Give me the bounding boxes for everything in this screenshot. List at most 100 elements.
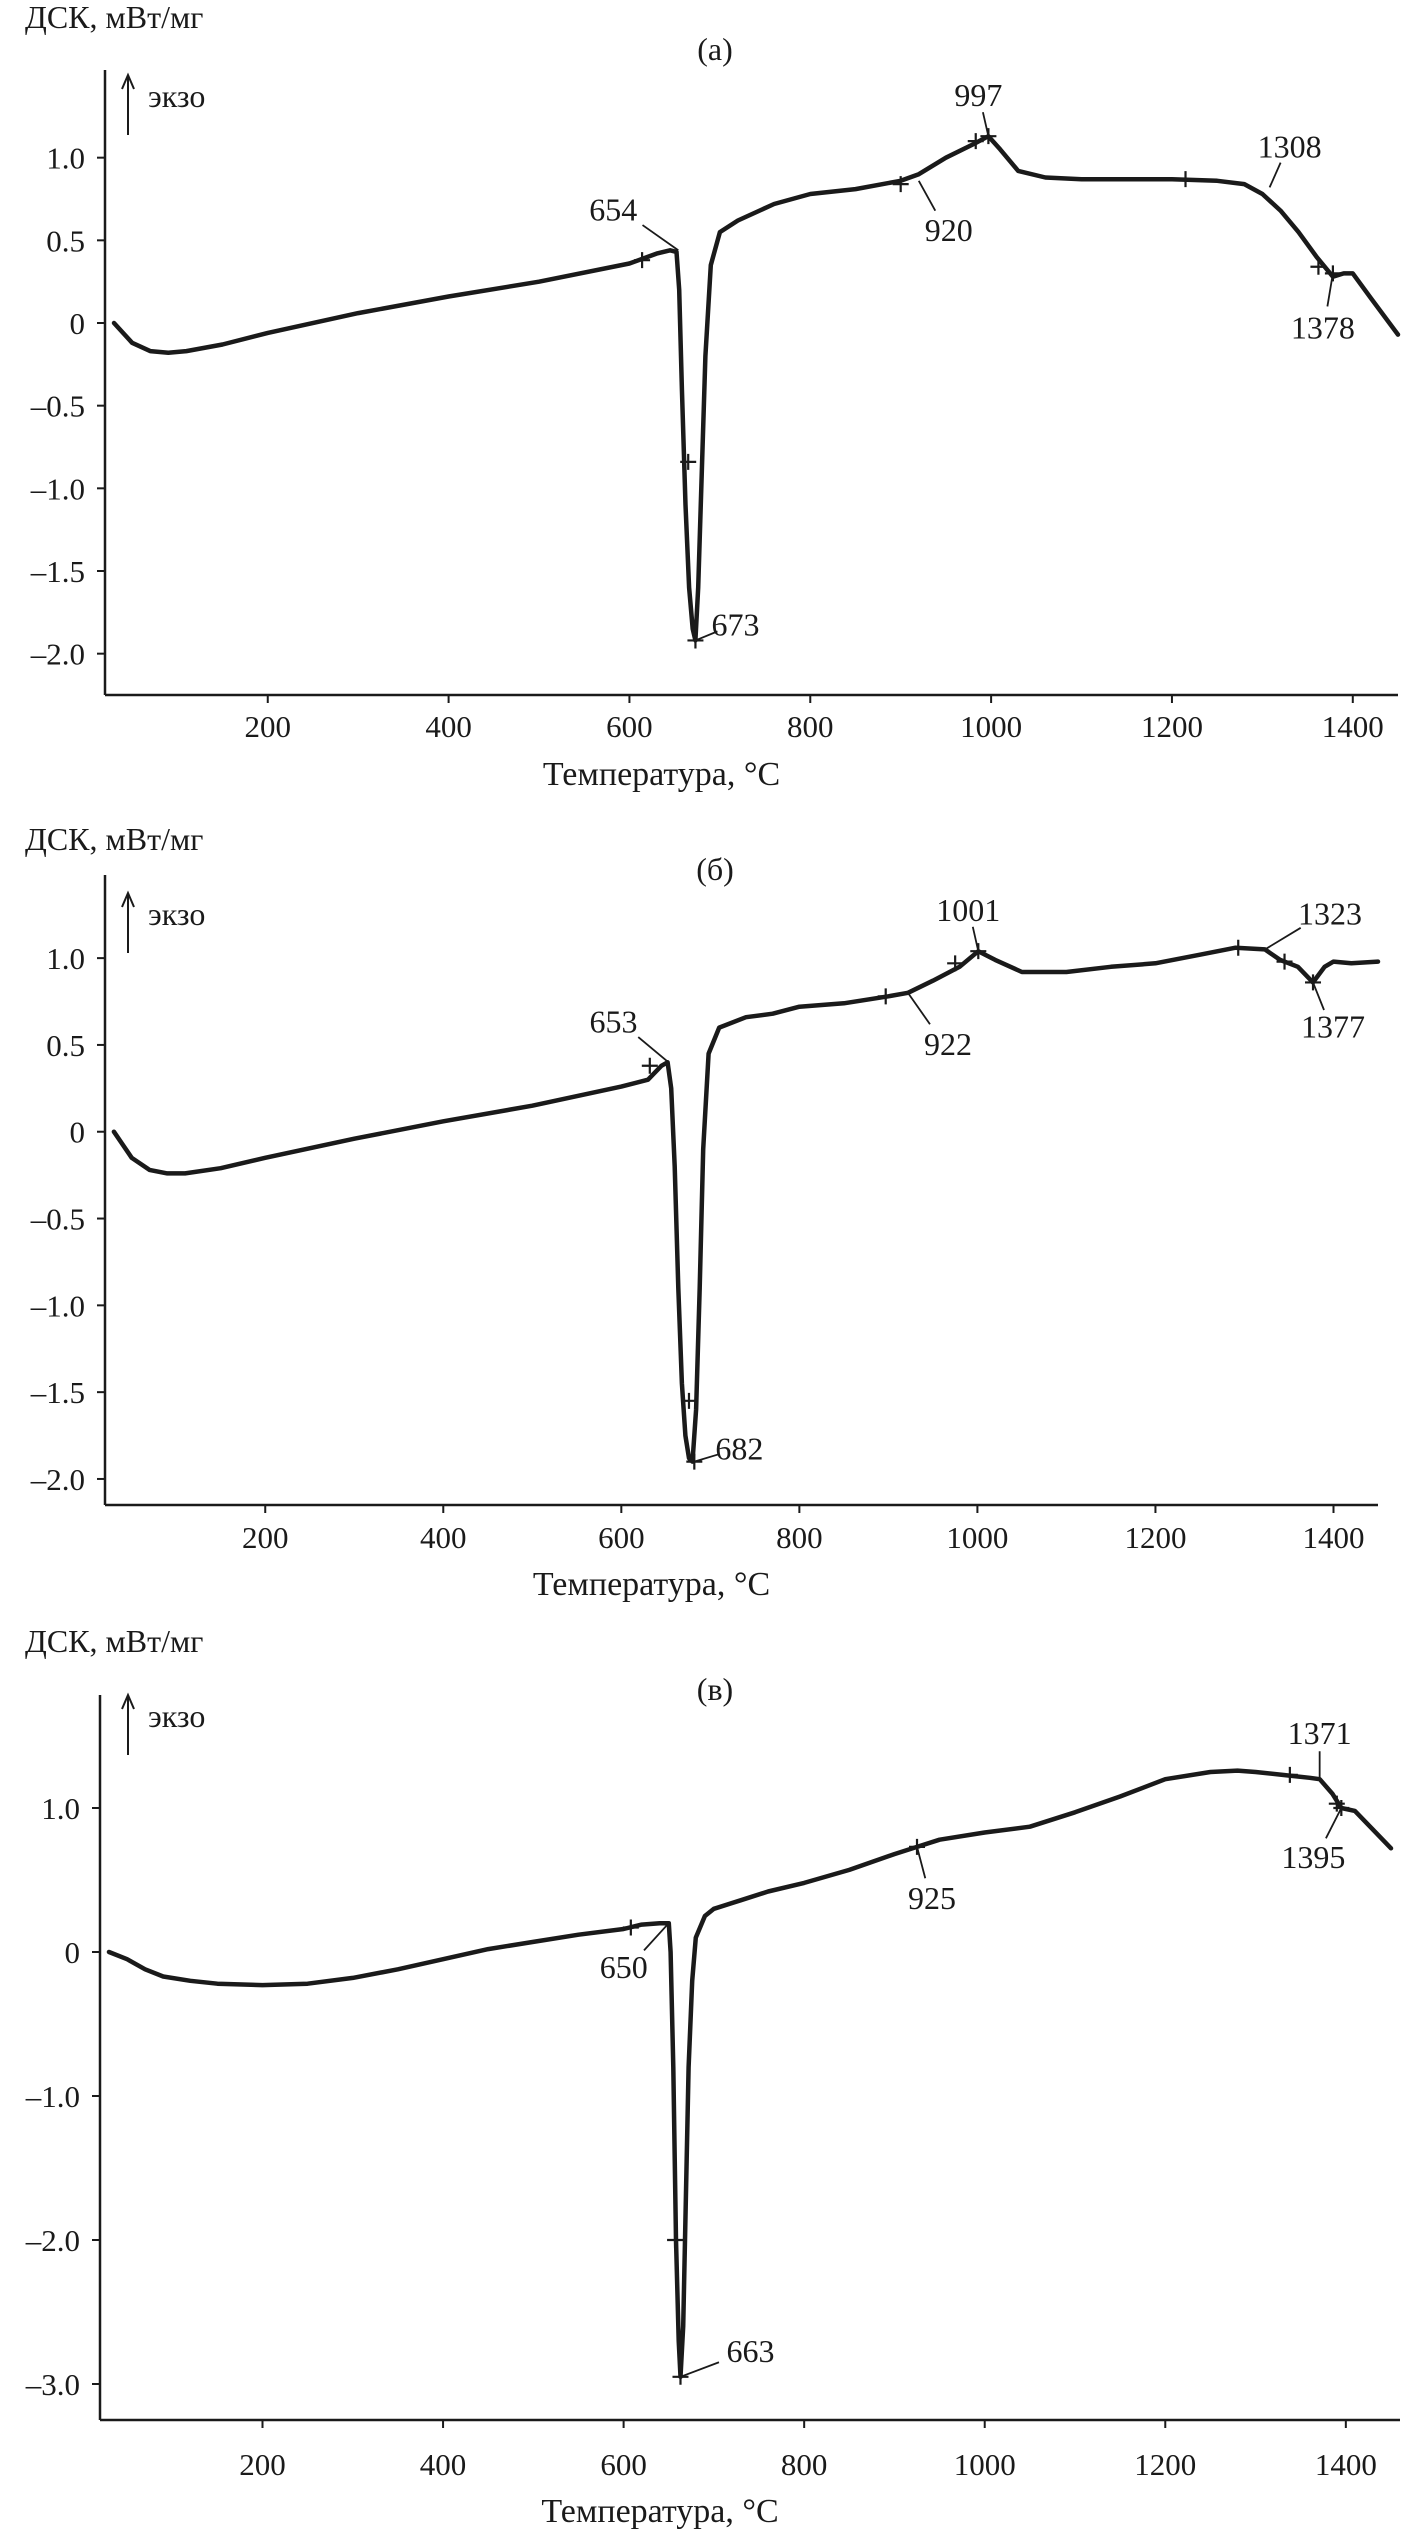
- point-marker: [1305, 974, 1322, 991]
- point-marker: [1281, 1766, 1298, 1783]
- point-marker: [1177, 171, 1194, 188]
- y-tick-label: –1.0: [25, 2079, 80, 2114]
- x-tick-label: 600: [606, 709, 653, 744]
- annotation-label: 650: [600, 1949, 648, 1985]
- exo-label: экзо: [148, 896, 205, 932]
- annotation-label: 682: [715, 1431, 763, 1467]
- y-tick-label: –1.0: [30, 471, 85, 506]
- exo-label: экзо: [148, 1698, 205, 1734]
- point-marker: [680, 1392, 697, 1409]
- x-tick-label: 1400: [1322, 709, 1384, 744]
- x-tick-label: 200: [245, 709, 292, 744]
- exo-label: экзо: [148, 78, 205, 114]
- point-marker: [877, 988, 894, 1005]
- x-tick-label: 800: [776, 1520, 823, 1555]
- annotation-leader: [695, 630, 718, 642]
- exo-arrowhead-icon: [121, 1692, 135, 1710]
- x-axis-title: Температура, °С: [541, 2493, 778, 2530]
- y-tick-label: 1.0: [41, 1791, 80, 1826]
- panel-label: (б): [696, 851, 734, 887]
- annotation-label: 922: [924, 1026, 972, 1062]
- y-tick-label: –0.5: [30, 1202, 85, 1237]
- point-marker: [641, 1057, 658, 1074]
- annotation-label: 1378: [1291, 309, 1355, 345]
- dsc-curve-series-1: [111, 133, 1401, 643]
- y-tick-label: 1.0: [46, 941, 85, 976]
- annotation-label: 1371: [1288, 1715, 1352, 1751]
- annotation-label: 925: [908, 1880, 956, 1916]
- chart-panel-3: ДСК, мВт/мг (в) экзо 1.0 0 –1.0 –2.0 –3.0 200 400…: [25, 1623, 1400, 2530]
- x-tick-label: 200: [242, 1520, 289, 1555]
- annotation-label: 1323: [1298, 895, 1362, 931]
- annotation-leader: [1326, 273, 1334, 307]
- point-marker: [667, 2232, 684, 2248]
- annotation-leader: [641, 224, 679, 251]
- y-tick-label: 0: [70, 1115, 86, 1150]
- x-tick-label: 800: [787, 709, 834, 744]
- x-tick-label: 1000: [954, 2447, 1016, 2482]
- x-tick-label: 1200: [1141, 709, 1203, 744]
- point-marker: [680, 453, 697, 470]
- x-tick-label: 1000: [960, 709, 1022, 744]
- y-tick-label: 0.5: [46, 223, 85, 258]
- y-tick-label: –3.0: [25, 2367, 80, 2402]
- annotation-label: 1395: [1281, 1839, 1345, 1875]
- annotation-leader: [1268, 162, 1282, 188]
- annotation-leader: [907, 992, 931, 1025]
- y-axis-title: ДСК, мВт/мг: [25, 1623, 203, 1659]
- annotation-leader: [643, 1922, 670, 1951]
- annotation-leader: [917, 180, 937, 212]
- x-tick-label: 200: [239, 2447, 286, 2482]
- exo-arrowhead-icon: [121, 890, 135, 908]
- y-tick-label: –0.5: [30, 389, 85, 424]
- annotation-leader: [680, 2361, 720, 2378]
- y-tick-label: 0.5: [46, 1028, 85, 1063]
- x-tick-label: 600: [600, 2447, 647, 2482]
- annotation-label: 654: [589, 191, 637, 227]
- y-axis-title: ДСК, мВт/мг: [25, 0, 203, 35]
- point-marker: [622, 1919, 639, 1936]
- exo-arrowhead-icon: [121, 72, 135, 90]
- x-tick-label: 1000: [946, 1520, 1008, 1555]
- x-tick-label: 600: [598, 1520, 645, 1555]
- x-tick-label: 400: [420, 1520, 467, 1555]
- annotation-label: 1308: [1258, 128, 1322, 164]
- point-marker: [634, 252, 651, 269]
- x-tick-label: 800: [781, 2447, 828, 2482]
- panel-label: (в): [697, 1671, 733, 1707]
- annotation-leader: [1325, 1807, 1343, 1839]
- annotation-leader: [637, 1036, 670, 1063]
- annotation-leader: [694, 1453, 720, 1463]
- point-marker: [1230, 939, 1247, 956]
- dsc-curve-series-1: [106, 1768, 1394, 2380]
- chart-panel-2: ДСК, мВт/мг (б) экзо 1.0 0.5 0 –0.5 –1.0 –1.5 –2.…: [25, 821, 1381, 1603]
- y-tick-label: –1.5: [30, 554, 85, 589]
- point-marker: [1276, 953, 1293, 970]
- annotation-label: 997: [954, 77, 1002, 113]
- annotation-leader: [916, 1846, 927, 1879]
- point-marker: [892, 176, 909, 193]
- point-marker: [686, 1453, 703, 1470]
- y-tick-label: –2.0: [30, 637, 85, 672]
- annotation-label: 1377: [1301, 1008, 1365, 1044]
- annotation-label: 920: [925, 212, 973, 248]
- x-tick-label: 1400: [1302, 1520, 1364, 1555]
- panel-label: (а): [697, 31, 733, 67]
- annotation-leader: [971, 926, 980, 952]
- y-tick-label: –1.0: [30, 1288, 85, 1323]
- y-tick-label: 0: [70, 306, 86, 341]
- point-marker: [1333, 1800, 1350, 1816]
- point-marker: [967, 133, 984, 150]
- x-tick-label: 400: [425, 709, 472, 744]
- annotation-label: 1001: [936, 892, 1000, 928]
- point-marker: [672, 2368, 689, 2385]
- x-tick-label: 400: [420, 2447, 467, 2482]
- annotation-label: 673: [711, 606, 759, 642]
- y-axis-title: ДСК, мВт/мг: [25, 821, 203, 857]
- y-tick-label: 0: [65, 1935, 81, 1970]
- x-tick-label: 1200: [1134, 2447, 1196, 2482]
- annotation-label: 653: [590, 1003, 638, 1039]
- y-tick-label: 1.0: [46, 141, 85, 176]
- x-tick-label: 1200: [1124, 1520, 1186, 1555]
